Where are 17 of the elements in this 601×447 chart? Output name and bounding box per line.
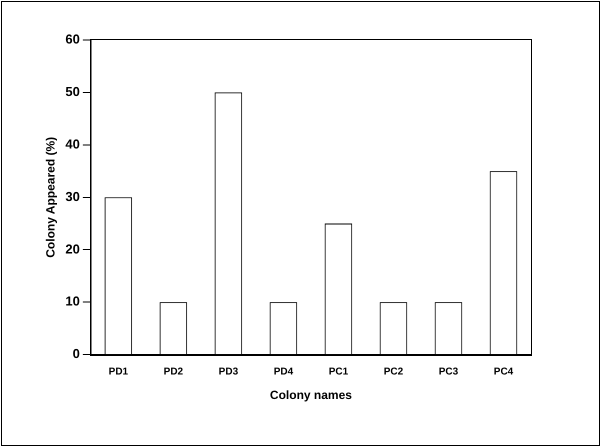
x-tick-label: PD4 <box>274 366 294 378</box>
x-tick-label: PD3 <box>218 366 239 378</box>
y-tick-label: 50 <box>65 84 80 100</box>
y-tick-label: 0 <box>72 346 80 362</box>
y-tick-label: 40 <box>65 136 80 152</box>
x-tick-label: PC2 <box>384 366 404 378</box>
y-tick-label: 20 <box>65 241 80 256</box>
x-tick-label: PC4 <box>494 366 514 378</box>
x-axis-title: Colony names <box>270 388 352 402</box>
y-tick-label: 30 <box>65 188 80 204</box>
x-tick-label: PC1 <box>328 366 349 378</box>
y-axis-title: Colony Appeared (%) <box>44 136 58 258</box>
x-tick-label: PC3 <box>438 366 459 378</box>
x-tick-label: PD2 <box>164 366 184 378</box>
y-tick-label: 10 <box>65 294 80 309</box>
y-tick-label: 60 <box>65 32 80 47</box>
x-tick-label: PD1 <box>108 366 129 378</box>
